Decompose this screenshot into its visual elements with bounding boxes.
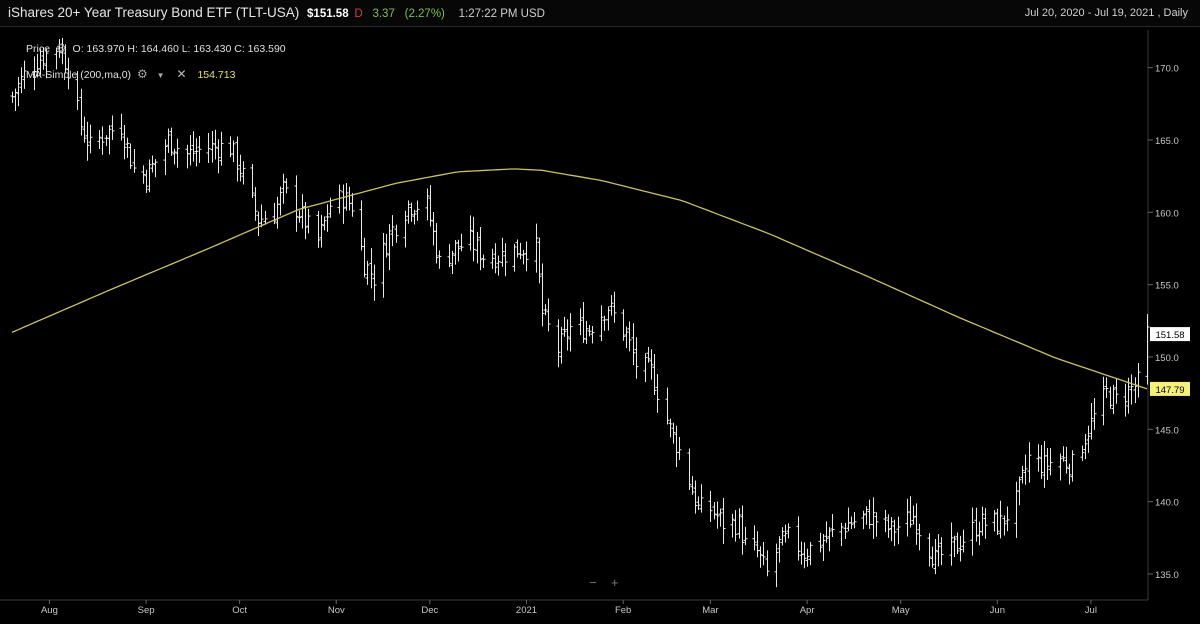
y-tick-label: 170.0 — [1155, 64, 1179, 75]
date-range[interactable]: Jul 20, 2020 - Jul 19, 2021 , Daily — [1024, 7, 1188, 19]
x-tick-label: Nov — [328, 605, 345, 616]
y-tick-label: 140.0 — [1155, 498, 1179, 509]
price-change: 3.37 — [372, 8, 395, 20]
last-price: $151.58 — [307, 8, 349, 20]
x-tick-label: Apr — [800, 605, 815, 616]
x-tick-label: Aug — [41, 605, 58, 616]
instrument-title: iShares 20+ Year Treasury Bond ETF (TLT-… — [8, 0, 545, 27]
y-tick-label: 155.0 — [1155, 281, 1179, 292]
x-tick-label: Jul — [1085, 605, 1097, 616]
quote-time: 1:27:22 PM USD — [458, 8, 545, 20]
delayed-flag: D — [354, 8, 363, 20]
ma-label: MA-Simple (200,ma,0) — [26, 69, 132, 81]
zoom-out-button[interactable]: − — [589, 575, 597, 590]
last-price-tag — [1150, 327, 1190, 342]
gear-icon[interactable]: ⚙ — [55, 41, 67, 55]
ohlc-values: O: 163.970 H: 164.460 L: 163.430 C: 163.… — [72, 43, 286, 55]
x-tick-label: Oct — [232, 605, 247, 616]
gear-icon[interactable]: ⚙ — [136, 67, 148, 81]
x-tick-label: Sep — [138, 605, 155, 616]
last-price-tag-label: 151.58 — [1155, 330, 1184, 341]
ma-legend-row: MA-Simple (200,ma,0) ⚙ ▼ ✕ 154.713 — [26, 67, 286, 81]
ma-value-tag — [1150, 381, 1190, 396]
y-tick-label: 165.0 — [1155, 136, 1179, 147]
instrument-name: iShares 20+ Year Treasury Bond ETF (TLT-… — [8, 5, 300, 20]
x-tick-label: May — [892, 605, 910, 616]
close-icon[interactable]: ✕ — [176, 67, 187, 81]
x-tick-label: Mar — [702, 605, 718, 616]
price-label: Price — [26, 43, 50, 55]
x-tick-label: Feb — [615, 605, 631, 616]
y-tick-label: 150.0 — [1155, 353, 1179, 364]
y-tick-label: 145.0 — [1155, 425, 1179, 436]
x-tick-label: 2021 — [516, 605, 537, 616]
x-tick-label: Jun — [990, 605, 1005, 616]
chevron-down-icon[interactable]: ▼ — [156, 71, 165, 80]
zoom-in-button[interactable]: + — [610, 575, 619, 590]
ma-line — [11, 168, 1148, 390]
x-tick-label: Dec — [421, 605, 438, 616]
ma-value: 154.713 — [197, 69, 236, 81]
zoom-controls: − + — [584, 575, 624, 590]
price-legend-row: Price ⚙ O: 163.970 H: 164.460 L: 163.430… — [26, 41, 286, 55]
y-tick-label: 135.0 — [1155, 570, 1179, 581]
y-tick-label: 160.0 — [1155, 208, 1179, 219]
chart-header: iShares 20+ Year Treasury Bond ETF (TLT-… — [0, 0, 1200, 27]
ma-value-tag-label: 147.79 — [1155, 385, 1184, 396]
chart-legend: Price ⚙ O: 163.970 H: 164.460 L: 163.430… — [26, 41, 286, 93]
price-change-pct: (2.27%) — [404, 8, 445, 20]
